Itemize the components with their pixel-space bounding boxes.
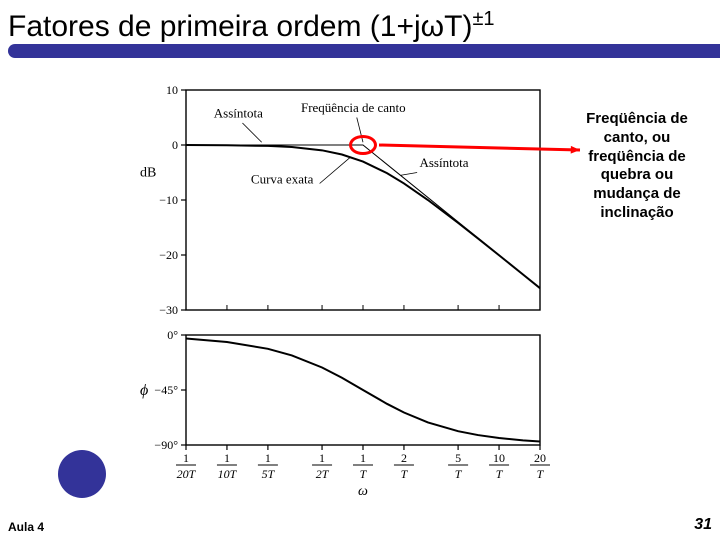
svg-text:0: 0 bbox=[172, 138, 178, 152]
svg-text:20: 20 bbox=[534, 451, 546, 465]
svg-text:ϕ: ϕ bbox=[140, 382, 148, 399]
title-close: ) bbox=[462, 10, 472, 43]
slide-title: Fatores de primeira ordem (1+jωT)±1 bbox=[8, 8, 720, 44]
svg-text:10: 10 bbox=[166, 83, 178, 97]
svg-text:−10: −10 bbox=[159, 193, 178, 207]
svg-text:2T: 2T bbox=[316, 467, 330, 481]
svg-text:T: T bbox=[537, 467, 545, 481]
svg-text:−45°: −45° bbox=[154, 383, 178, 397]
highlight-arrow bbox=[369, 135, 590, 160]
title-prefix: Fatores de primeira ordem (1+j bbox=[8, 10, 421, 43]
svg-text:1: 1 bbox=[183, 451, 189, 465]
svg-text:Curva exata: Curva exata bbox=[251, 172, 314, 187]
svg-text:1: 1 bbox=[265, 451, 271, 465]
corner-frequency-annotation: Freqüência de canto, ou freqüência de qu… bbox=[572, 110, 702, 223]
svg-text:ω: ω bbox=[358, 484, 368, 499]
svg-text:1: 1 bbox=[360, 451, 366, 465]
svg-text:T: T bbox=[401, 467, 409, 481]
svg-text:−90°: −90° bbox=[154, 438, 178, 452]
svg-text:Assíntota: Assíntota bbox=[214, 106, 263, 121]
title-tau: T bbox=[444, 10, 462, 43]
title-underline bbox=[8, 44, 720, 58]
svg-text:1: 1 bbox=[319, 451, 325, 465]
svg-text:−20: −20 bbox=[159, 248, 178, 262]
svg-text:2: 2 bbox=[401, 451, 407, 465]
svg-text:10T: 10T bbox=[218, 467, 238, 481]
svg-text:T: T bbox=[496, 467, 504, 481]
svg-text:−30: −30 bbox=[159, 303, 178, 317]
title-exponent: ±1 bbox=[472, 8, 494, 30]
svg-text:Freqüência de canto: Freqüência de canto bbox=[301, 100, 406, 115]
svg-text:T: T bbox=[455, 467, 463, 481]
slide-title-bar: Fatores de primeira ordem (1+jωT)±1 bbox=[0, 0, 720, 60]
svg-text:20T: 20T bbox=[177, 467, 197, 481]
svg-text:5: 5 bbox=[455, 451, 461, 465]
footer-lecture-label: Aula 4 bbox=[8, 520, 44, 534]
footer-page-number: 31 bbox=[694, 516, 712, 534]
svg-text:dB: dB bbox=[140, 166, 156, 181]
svg-text:0°: 0° bbox=[167, 328, 178, 342]
title-omega: ω bbox=[421, 10, 444, 43]
svg-text:10: 10 bbox=[493, 451, 505, 465]
svg-text:5T: 5T bbox=[262, 467, 276, 481]
svg-text:1: 1 bbox=[224, 451, 230, 465]
decorative-dot bbox=[58, 450, 106, 498]
svg-text:T: T bbox=[360, 467, 368, 481]
